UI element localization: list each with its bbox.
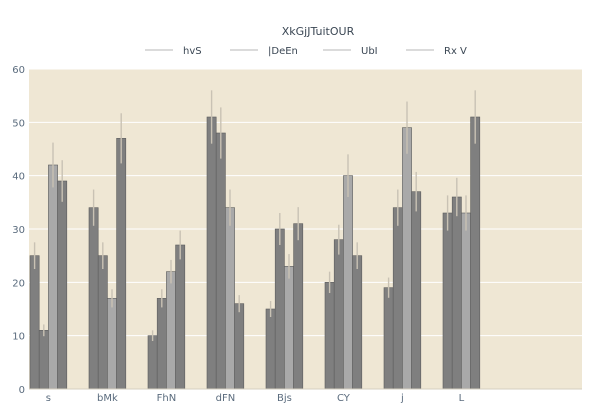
bar-2-5 [274, 228, 285, 390]
bar-3-4 [225, 207, 235, 390]
bar-1-2 [88, 207, 99, 390]
x-tick-label: L [459, 393, 465, 404]
bar-1-4 [206, 116, 217, 390]
y-tick-label: 50 [12, 118, 25, 129]
legend-label: UbI [361, 46, 378, 57]
bar-2-1 [38, 330, 49, 390]
legend-item-2: |DeEn [230, 46, 298, 57]
bar-2-2 [97, 255, 108, 390]
bar-4-1 [57, 180, 68, 390]
bar-4-2 [116, 138, 127, 390]
bar-2-4 [215, 132, 226, 390]
y-tick-label: 30 [12, 225, 25, 236]
y-tick-label: 20 [12, 278, 25, 289]
bar-3-1 [48, 164, 58, 390]
legend-label: |DeEn [268, 46, 298, 57]
y-tick-label: 60 [12, 65, 25, 76]
legend: hvS |DeEn UbI Rx V [145, 46, 467, 57]
x-tick-label: bMk [97, 393, 118, 404]
bar-1-3 [147, 335, 158, 390]
legend-item-3: UbI [323, 46, 378, 57]
y-tick-label: 0 [19, 385, 25, 396]
x-tick-label: Bjs [277, 393, 292, 404]
bar-2-7 [392, 207, 403, 390]
bar-4-6 [352, 255, 363, 390]
legend-label: hvS [183, 46, 202, 57]
y-axis-ticks: 0 10 20 30 40 50 60 [12, 65, 25, 396]
y-tick-label: 40 [12, 172, 25, 183]
bar-3-8 [461, 212, 471, 390]
bar-1-6 [324, 282, 335, 390]
y-tick-label: 10 [12, 332, 25, 343]
bar-4-7 [411, 191, 422, 390]
bar-3-3 [166, 271, 176, 390]
x-tick-label: j [400, 393, 404, 404]
x-tick-label: dFN [216, 393, 236, 404]
bar-4-5 [293, 223, 304, 390]
bar-3-5 [284, 266, 294, 390]
x-tick-label: CY [337, 393, 351, 404]
legend-label: Rx V [444, 46, 467, 57]
bar-3-2 [107, 298, 117, 390]
legend-item-1: hvS [145, 46, 202, 57]
bar-1-5 [265, 308, 276, 390]
bar-1-8 [442, 212, 453, 390]
bar-4-4 [234, 303, 245, 390]
chart-title: XkGjJTuitOUR [282, 25, 355, 38]
x-tick-label: s [46, 393, 51, 404]
error-bars [33, 90, 476, 341]
bar-2-3 [156, 298, 167, 390]
legend-item-4: Rx V [406, 46, 467, 57]
bar-1-7 [383, 287, 394, 390]
bar-4-3 [175, 244, 186, 390]
x-tick-label: FhN [157, 393, 177, 404]
bar-3-6 [343, 175, 353, 390]
bar-2-6 [333, 239, 344, 390]
bar-1-1 [29, 255, 40, 390]
bar-4-8 [470, 116, 481, 390]
bar-3-7 [402, 127, 412, 390]
x-axis-ticks: s bMk FhN dFN Bjs CY j L [46, 393, 465, 404]
bar-2-8 [451, 196, 462, 390]
